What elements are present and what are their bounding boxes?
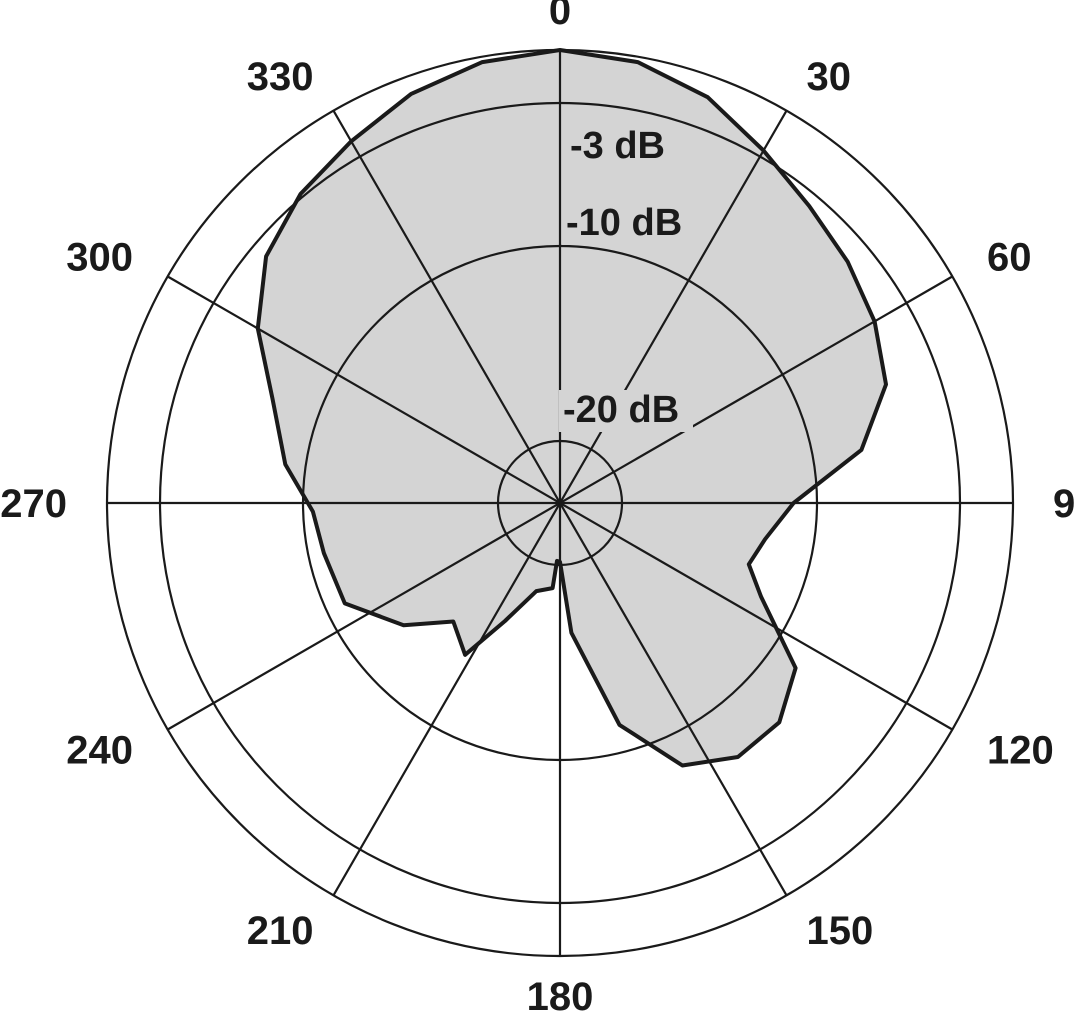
- angle-label-270: 270: [0, 482, 67, 526]
- ring-label-group: -3 dB: [566, 125, 679, 168]
- ring-minus20db: [496, 439, 624, 567]
- angle-label-30: 30: [807, 55, 852, 99]
- ring-label-halo: [566, 126, 679, 168]
- ring-label-halo: [562, 203, 696, 245]
- ring-label-group: -20 dB: [559, 389, 693, 432]
- ring-minus10db: [301, 244, 819, 762]
- ring-label-minus10db: -10 dB: [566, 202, 682, 244]
- ring-label-minus3db: -3 dB: [570, 125, 665, 167]
- angle-label-210: 210: [247, 909, 314, 953]
- angle-label-0: 0: [549, 0, 571, 33]
- angle-label-330: 330: [247, 55, 314, 99]
- angle-label-150: 150: [807, 909, 874, 953]
- angle-label-300: 300: [66, 236, 133, 280]
- angle-label-120: 120: [987, 729, 1054, 773]
- spoke-150-330: [332, 110, 788, 896]
- ring-label-group: -10 dB: [562, 202, 696, 245]
- ring-minus3db: [158, 101, 962, 905]
- ring-label-halo: [559, 390, 693, 432]
- angle-label-240: 240: [66, 729, 133, 773]
- angle-label-60: 60: [987, 236, 1032, 280]
- ring-label-minus20db: -20 dB: [563, 389, 679, 431]
- polar-grid: [105, 48, 1015, 958]
- ring-0db: [105, 48, 1015, 958]
- angle-label-180: 180: [527, 975, 594, 1019]
- angle-label-90: 90: [1053, 482, 1076, 526]
